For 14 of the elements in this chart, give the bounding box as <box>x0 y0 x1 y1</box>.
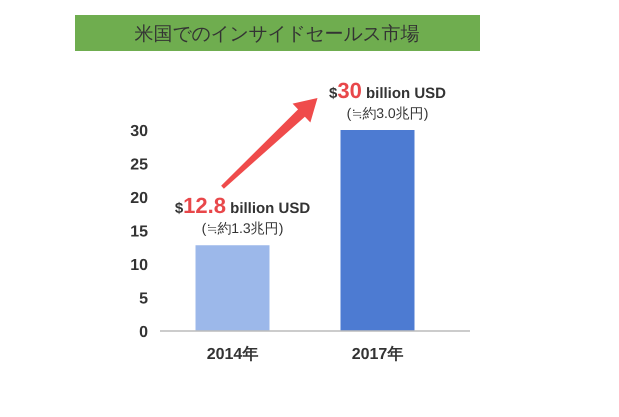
y-tick-label: 25 <box>130 156 148 174</box>
annotation: (≒約3.0兆円) <box>346 105 428 121</box>
x-tick-label: 2014年 <box>206 345 258 363</box>
x-tick-label: 2017年 <box>352 345 404 363</box>
y-tick-label: 0 <box>139 324 148 341</box>
y-tick-label: 15 <box>130 224 148 240</box>
annotation: (≒約1.3兆円) <box>202 220 284 236</box>
y-tick-label: 20 <box>130 190 148 207</box>
y-tick-label: 30 <box>130 123 148 140</box>
y-tick-label: 10 <box>130 257 148 274</box>
data-label: $30 billion USD <box>329 78 446 103</box>
y-tick-label: 5 <box>139 290 148 308</box>
data-label: $12.8 billion USD <box>174 193 310 218</box>
chart-title: 米国でのインサイドセールス市場 <box>134 23 420 45</box>
